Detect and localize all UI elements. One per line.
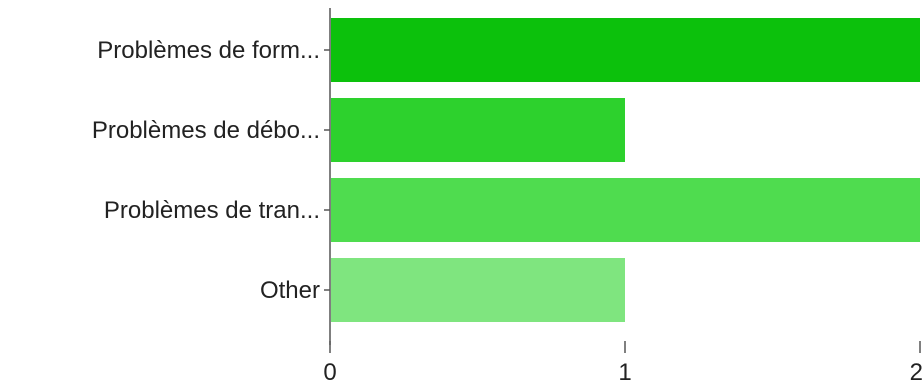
bar-0 bbox=[331, 18, 920, 82]
x-tick-label-1: 1 bbox=[618, 359, 631, 384]
bar-1 bbox=[331, 98, 625, 162]
category-label-1: Problèmes de débo... bbox=[92, 117, 320, 144]
bar-3 bbox=[331, 258, 625, 322]
x-tick-label-0: 0 bbox=[323, 359, 336, 384]
x-axis-ticks: 0 1 2 bbox=[323, 341, 923, 384]
bars bbox=[331, 18, 920, 322]
category-label-0: Problèmes de form... bbox=[97, 37, 320, 64]
x-tick-label-2: 2 bbox=[910, 359, 923, 384]
category-label-3: Other bbox=[260, 277, 320, 304]
category-label-2: Problèmes de tran... bbox=[104, 197, 320, 224]
bar-2 bbox=[331, 178, 920, 242]
axes bbox=[324, 8, 331, 345]
category-labels: Problèmes de form... Problèmes de débo...… bbox=[92, 37, 320, 304]
